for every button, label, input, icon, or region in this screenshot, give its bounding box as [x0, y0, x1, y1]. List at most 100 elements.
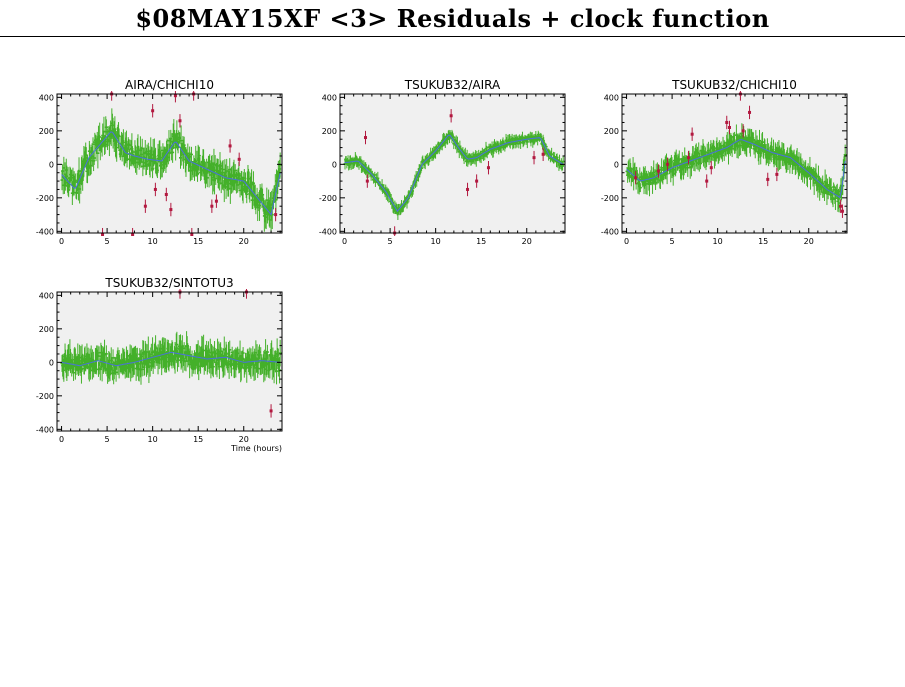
- panel-title: AIRA/CHICHI10: [125, 78, 214, 92]
- outlier-point: [709, 166, 713, 170]
- outlier-point: [237, 157, 241, 161]
- outlier-point: [101, 233, 105, 236]
- x-tick-label: 20: [522, 237, 532, 246]
- x-tick-label: 0: [59, 237, 64, 246]
- outlier-point: [741, 129, 745, 133]
- outlier-point: [690, 132, 694, 136]
- panel-tsukub32-sintotu3: TSUKUB32/SINTOTU3 0 5 10 15 20 -400 -200 0 200 400…: [36, 276, 283, 453]
- x-tick-label: 0: [342, 237, 347, 246]
- y-tick-label: -400: [36, 425, 54, 434]
- outlier-point: [178, 119, 182, 123]
- plot-background: [622, 94, 847, 233]
- x-tick-label: 10: [713, 237, 723, 246]
- outlier-point: [727, 125, 731, 129]
- y-tick-label: 0: [49, 358, 54, 367]
- x-tick-label: 20: [239, 237, 249, 246]
- panel-title: TSUKUB32/SINTOTU3: [104, 276, 233, 290]
- x-tick-label: 15: [193, 237, 203, 246]
- outlier-point: [151, 109, 155, 113]
- outlier-point: [169, 208, 173, 212]
- clock-function-line: [626, 139, 846, 199]
- x-tick-label: 0: [624, 237, 629, 246]
- plot-frame: [56, 291, 283, 432]
- y-tick-label: 200: [39, 127, 54, 136]
- outlier-point: [228, 144, 232, 148]
- outlier-point: [364, 136, 368, 140]
- outlier-point: [214, 199, 218, 203]
- outlier-point: [766, 177, 770, 181]
- outlier-point: [705, 179, 709, 183]
- data-layer: [343, 109, 565, 236]
- outlier-point: [839, 204, 843, 208]
- plot-frame: [339, 93, 566, 234]
- outlier-point: [274, 213, 278, 217]
- x-tick-label: 15: [476, 237, 486, 246]
- y-tick-label: 0: [614, 160, 619, 169]
- panel-title: TSUKUB32/AIRA: [404, 78, 501, 92]
- panel-title: TSUKUB32/CHICHI10: [671, 78, 797, 92]
- outlier-point: [748, 110, 752, 114]
- y-tick-label: -200: [36, 392, 54, 401]
- x-tick-label: 10: [431, 237, 441, 246]
- outlier-point: [541, 152, 545, 156]
- y-tick-label: 400: [322, 93, 337, 102]
- outlier-point: [173, 94, 177, 98]
- plot-frame: [56, 93, 283, 234]
- outlier-point: [210, 204, 214, 208]
- x-axis-label: Time (hours): [230, 444, 282, 453]
- y-tick-label: 400: [39, 291, 54, 300]
- outlier-point: [486, 166, 490, 170]
- x-tick-label: 15: [758, 237, 768, 246]
- y-tick-label: 200: [39, 325, 54, 334]
- outlier-point: [365, 179, 369, 183]
- data-layer: [625, 91, 847, 218]
- outlier-point: [190, 233, 194, 236]
- x-tick-label: 15: [193, 435, 203, 444]
- x-tick-label: 10: [148, 237, 158, 246]
- x-tick-label: 10: [148, 435, 158, 444]
- x-tick-label: 5: [105, 237, 110, 246]
- plot-frame: [621, 93, 848, 234]
- outlier-point: [840, 209, 844, 213]
- outlier-point: [656, 169, 660, 173]
- data-layer: [60, 289, 282, 418]
- outlier-point: [725, 120, 729, 124]
- data-layer: [60, 91, 282, 236]
- outlier-point: [269, 409, 273, 413]
- clock-function-line: [61, 131, 281, 216]
- y-tick-label: 0: [49, 160, 54, 169]
- x-tick-label: 5: [388, 237, 393, 246]
- clock-function-line: [61, 351, 281, 367]
- x-tick-label: 20: [804, 237, 814, 246]
- outlier-point: [449, 114, 453, 118]
- panel-aira-chichi10: AIRA/CHICHI10 0 5 10 15 20 -400 -200 0 200 400: [36, 78, 283, 246]
- x-tick-label: 20: [239, 435, 249, 444]
- y-tick-label: -400: [319, 227, 337, 236]
- outlier-point: [475, 179, 479, 183]
- x-tick-label: 5: [105, 435, 110, 444]
- y-tick-label: -200: [601, 194, 619, 203]
- y-tick-label: 0: [332, 160, 337, 169]
- outlier-point: [131, 233, 135, 236]
- outlier-point: [164, 192, 168, 196]
- y-tick-label: 200: [604, 127, 619, 136]
- y-tick-label: -400: [601, 227, 619, 236]
- y-tick-label: 400: [604, 93, 619, 102]
- outlier-point: [143, 204, 147, 208]
- title-divider: [0, 36, 905, 37]
- panel-tsukub32-chichi10: TSUKUB32/CHICHI10 0 5 10 15 20 -400 -200 0 200 400: [601, 78, 848, 246]
- y-tick-label: 400: [39, 93, 54, 102]
- x-tick-label: 0: [59, 435, 64, 444]
- y-tick-label: -200: [36, 194, 54, 203]
- x-tick-label: 5: [670, 237, 675, 246]
- page-title: $08MAY15XF <3> Residuals + clock functio…: [135, 4, 770, 33]
- outlier-point: [686, 156, 690, 160]
- panel-tsukub32-aira: TSUKUB32/AIRA 0 5 10 15 20 -400 -200 0 200 400: [319, 78, 566, 246]
- y-tick-label: -200: [319, 194, 337, 203]
- y-tick-label: -400: [36, 227, 54, 236]
- y-tick-label: 200: [322, 127, 337, 136]
- outlier-point: [666, 162, 670, 166]
- outlier-point: [634, 176, 638, 180]
- outlier-point: [153, 187, 157, 191]
